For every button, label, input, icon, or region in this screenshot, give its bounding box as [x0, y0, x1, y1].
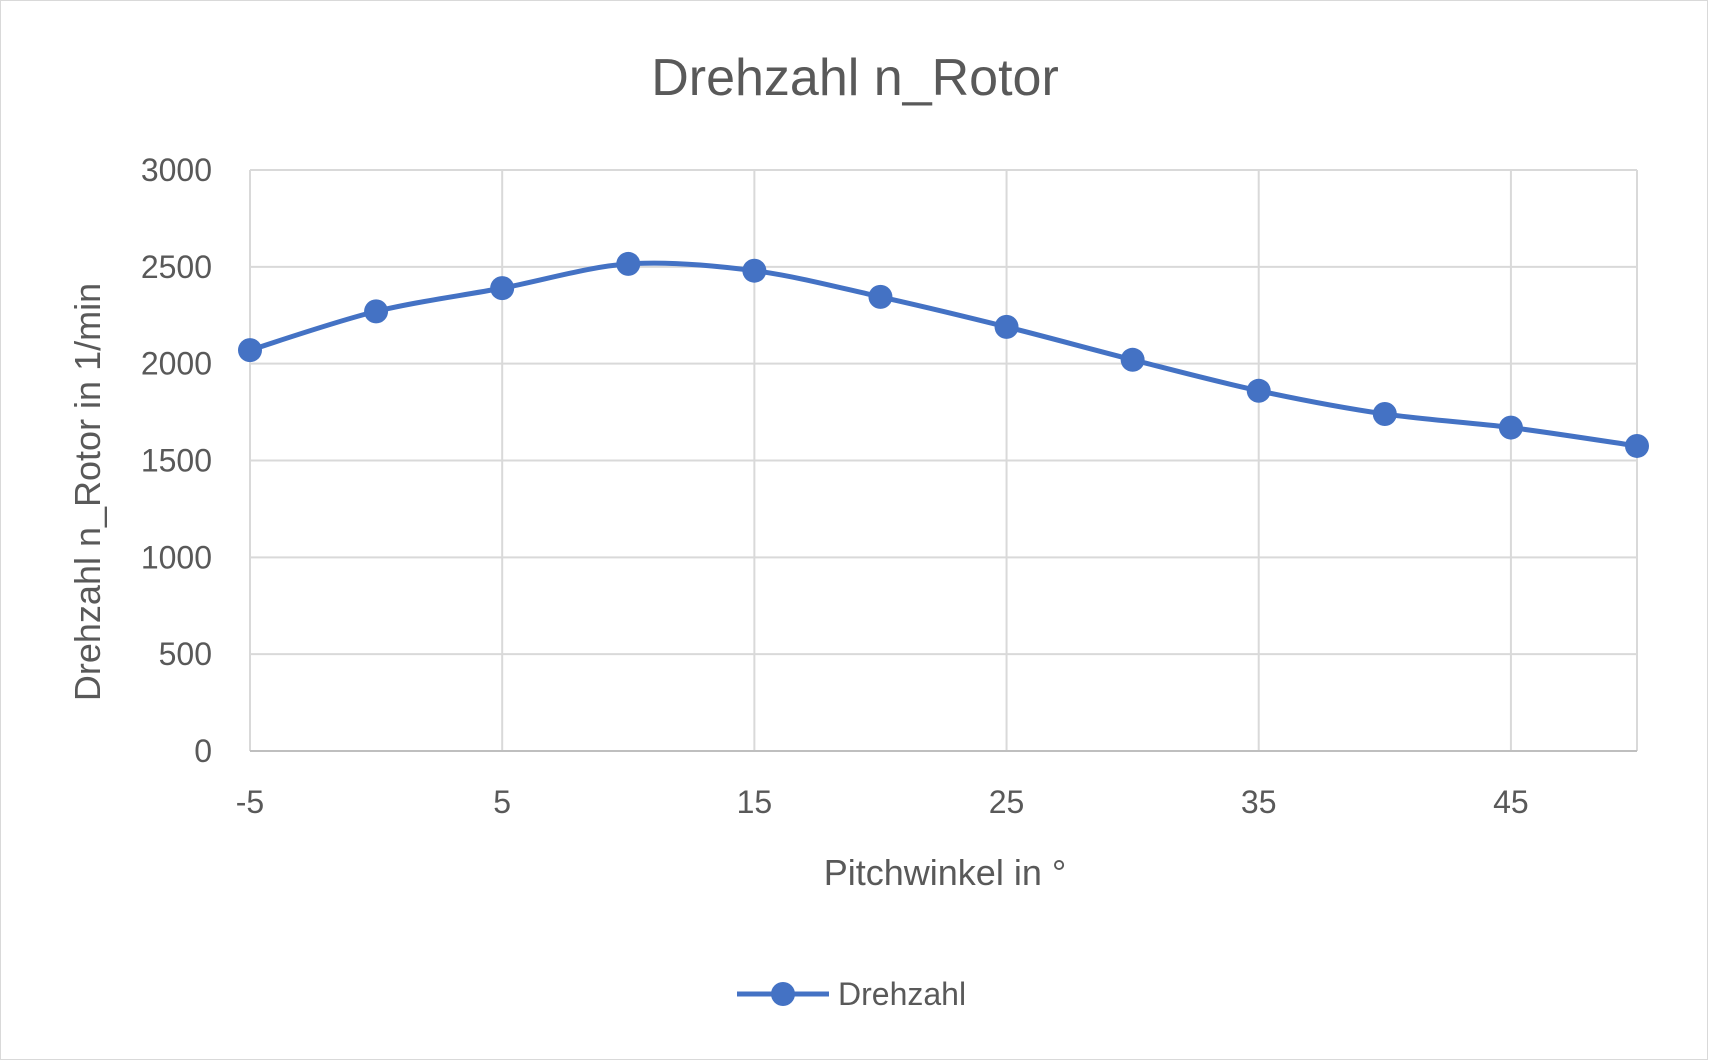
- legend-marker-symbol: [771, 982, 795, 1006]
- data-point: [616, 251, 641, 276]
- data-point: [994, 314, 1019, 339]
- x-tick-label: 25: [989, 784, 1025, 820]
- y-tick-label: 1000: [141, 539, 212, 575]
- y-tick-label: 2000: [141, 346, 212, 382]
- legend-label: Drehzahl: [838, 976, 966, 1012]
- data-point: [742, 258, 767, 283]
- x-axis-ticks: -5 5 15 25 35 45: [236, 784, 1529, 820]
- data-point: [1246, 378, 1271, 403]
- grid: [249, 169, 1638, 751]
- x-tick-label: 5: [493, 784, 511, 820]
- x-tick-label: 45: [1493, 784, 1529, 820]
- y-tick-label: 3000: [141, 152, 212, 188]
- y-tick-label: 500: [159, 636, 212, 672]
- data-point: [1498, 415, 1523, 440]
- y-tick-label: 2500: [141, 249, 212, 285]
- legend: Drehzahl: [737, 976, 966, 1012]
- x-tick-label: 15: [737, 784, 773, 820]
- data-point: [490, 276, 515, 301]
- data-point: [1625, 433, 1649, 458]
- data-point: [1372, 402, 1397, 427]
- x-tick-label: -5: [236, 784, 264, 820]
- data-point: [364, 299, 389, 324]
- data-point: [1120, 347, 1145, 372]
- data-point: [238, 338, 262, 363]
- series-group: [238, 251, 1649, 458]
- y-tick-label: 0: [194, 733, 212, 769]
- x-tick-label: 35: [1241, 784, 1277, 820]
- y-tick-label: 1500: [141, 443, 212, 479]
- x-axis-title: Pitchwinkel in °: [824, 852, 1067, 893]
- series-line-drehzahl: [249, 260, 1638, 449]
- y-axis-title: Drehzahl n_Rotor in 1/min: [67, 283, 108, 701]
- chart-title: Drehzahl n_Rotor: [651, 49, 1059, 107]
- data-point: [868, 284, 893, 309]
- y-axis-ticks: 0 500 1000 1500 2000 2500 3000: [141, 152, 212, 769]
